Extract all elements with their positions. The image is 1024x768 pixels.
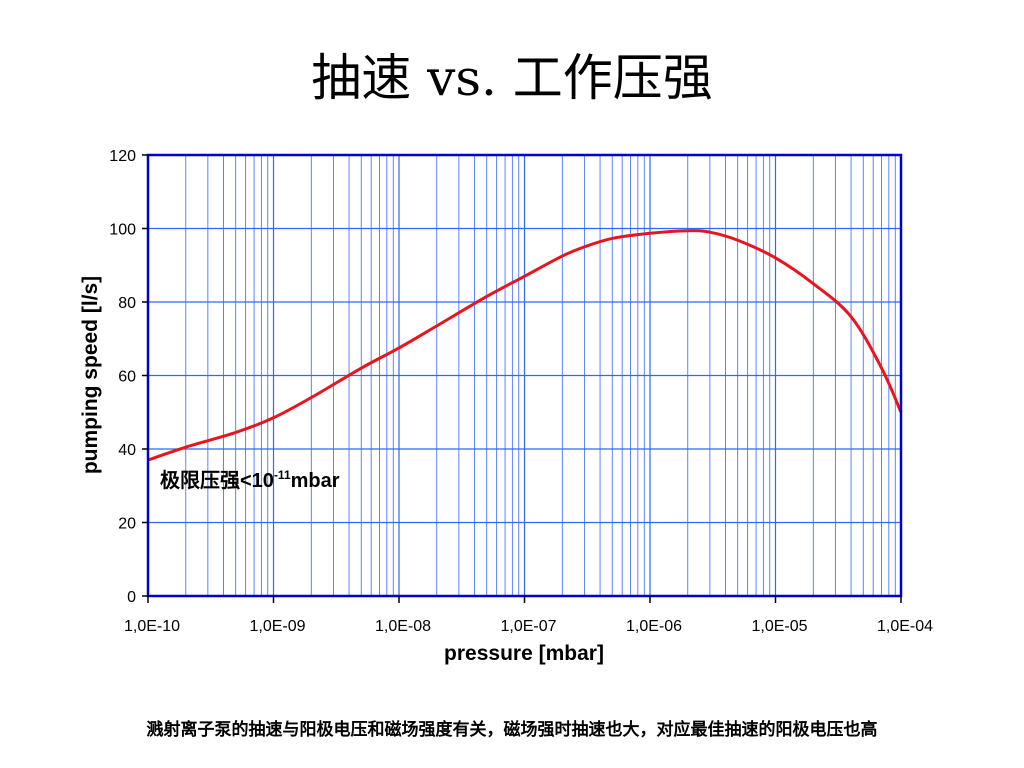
y-tick-label: 0 (127, 589, 136, 606)
plot-line (147, 229, 903, 462)
y-axis-ticks: 0 20 40 60 80 100 120 (109, 148, 148, 606)
annotation-suffix: mbar (291, 470, 340, 492)
x-tick-label: 1,0E-07 (500, 618, 556, 635)
annotation-superscript: -11 (274, 468, 291, 482)
y-tick-label: 120 (109, 148, 136, 165)
y-tick-label: 20 (118, 516, 136, 533)
page-title: 抽速 vs. 工作压强 (311, 49, 713, 107)
x-tick-label: 1,0E-06 (626, 618, 682, 635)
y-tick-label: 80 (118, 295, 136, 312)
x-tick-label: 1,0E-09 (249, 618, 305, 635)
page-caption: 溅射离子泵的抽速与阳极电压和磁场强度有关，磁场强时抽速也大，对应最佳抽速的阳极电… (146, 720, 878, 740)
x-tick-label: 1,0E-10 (124, 618, 180, 635)
ultimate-pressure-annotation: 极限压强<10-11mbar (160, 468, 340, 492)
series-line (147, 229, 903, 462)
y-axis-label: pumping speed [l/s] (79, 276, 102, 474)
x-tick-label: 1,0E-05 (751, 618, 807, 635)
x-tick-label: 1,0E-04 (877, 618, 933, 635)
x-axis-ticks: 1,0E-10 1,0E-09 1,0E-08 1,0E-07 1,0E-06 1,0E-… (124, 596, 933, 635)
y-tick-label: 40 (118, 442, 136, 459)
x-axis-label: pressure [mbar] (444, 642, 604, 665)
y-tick-label: 60 (118, 369, 136, 386)
x-tick-label: 1,0E-08 (375, 618, 431, 635)
annotation-prefix: 极限压强<10 (160, 468, 274, 492)
y-tick-label: 100 (109, 222, 136, 239)
